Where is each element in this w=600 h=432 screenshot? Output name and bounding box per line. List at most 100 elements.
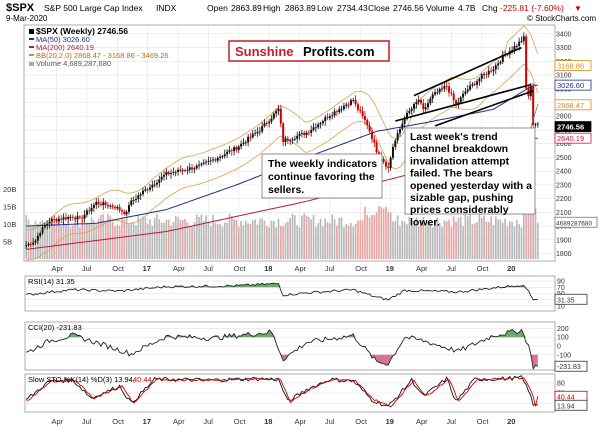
candle-body bbox=[398, 129, 401, 134]
candle-body bbox=[300, 132, 303, 134]
bottom-time-tick-label: Apr bbox=[416, 417, 428, 426]
candle-body bbox=[235, 147, 238, 150]
candle-body bbox=[525, 36, 528, 89]
candle-body bbox=[74, 217, 77, 220]
candle-body bbox=[497, 63, 500, 66]
candle-body bbox=[272, 113, 275, 119]
candle-body bbox=[480, 74, 483, 79]
volume-bar bbox=[375, 212, 378, 259]
candle-body bbox=[494, 65, 497, 70]
ohlc-close-label: Close bbox=[368, 3, 390, 13]
candle-body bbox=[305, 132, 308, 135]
price-tick-label: 2800 bbox=[556, 114, 572, 121]
legend-volume: Volume 4,689,287,680 bbox=[36, 59, 111, 68]
volume-bar bbox=[109, 216, 112, 259]
volume-bar bbox=[62, 221, 65, 259]
candle-body bbox=[303, 132, 306, 135]
panel-tick-label: 70 bbox=[557, 285, 565, 292]
candle-body bbox=[71, 216, 74, 218]
panel-tick-label: -100 bbox=[557, 352, 571, 359]
candle-body bbox=[78, 216, 81, 218]
volume-bar bbox=[513, 226, 516, 259]
volume-bar bbox=[149, 219, 151, 259]
panel-tick-label: 200 bbox=[557, 326, 569, 333]
candle-body bbox=[109, 205, 112, 207]
panel-value-tag: -231.83 bbox=[557, 364, 581, 371]
candle-body bbox=[144, 189, 147, 191]
price-tag-label: 2746.56 bbox=[557, 123, 584, 132]
candle-body bbox=[415, 101, 418, 105]
candle-body bbox=[181, 170, 184, 172]
bottom-time-tick-label: Jul bbox=[325, 417, 335, 426]
legend-swatch-price bbox=[29, 29, 34, 34]
time-tick-label: Jul bbox=[325, 264, 335, 273]
candle-body bbox=[198, 164, 201, 166]
ohlc-open: 2863.89 bbox=[231, 3, 262, 13]
volume-bar bbox=[265, 226, 268, 259]
volume-bar bbox=[441, 227, 443, 259]
candle-body bbox=[95, 202, 98, 205]
volume-bar bbox=[174, 215, 177, 259]
volume-bar bbox=[515, 220, 518, 259]
candle-body bbox=[499, 61, 502, 64]
candle-body bbox=[394, 140, 397, 147]
volume-bar bbox=[191, 225, 193, 259]
legend-swatch-ma200 bbox=[29, 46, 34, 48]
volume-bar bbox=[329, 223, 331, 259]
chg-down-arrow-icon: ▼ bbox=[574, 4, 582, 13]
ohlc-low: 2734.43 bbox=[337, 3, 368, 13]
volume-axis: 20B 15B 10B 5B bbox=[3, 185, 16, 247]
candle-body bbox=[382, 158, 385, 163]
candle-body bbox=[184, 170, 187, 172]
candle-body bbox=[515, 45, 518, 47]
volume-bar bbox=[331, 214, 334, 259]
candle-body bbox=[90, 207, 93, 212]
volume-bar bbox=[537, 222, 539, 259]
volume-bar bbox=[420, 221, 422, 259]
candle-body bbox=[473, 84, 476, 85]
candle-body bbox=[32, 242, 35, 245]
candle-body bbox=[478, 78, 481, 82]
panel-value-box bbox=[554, 399, 588, 411]
candle-body bbox=[207, 161, 210, 162]
cci-panel: 200 100 0-100 CCI(20) -231.83 -231.83 bbox=[24, 321, 588, 372]
candle-body bbox=[99, 204, 102, 206]
volume-bar bbox=[532, 201, 534, 259]
bottom-time-tick-label: Oct bbox=[234, 417, 247, 426]
time-tick-label: Jul bbox=[82, 264, 92, 273]
panel-value-tag: 31.35 bbox=[557, 297, 575, 304]
annotation-line: prices considerably bbox=[410, 204, 509, 216]
candle-body bbox=[209, 160, 212, 162]
annotation-line: invalidation attempt bbox=[410, 155, 510, 167]
candle-body bbox=[436, 92, 439, 94]
volume-bar bbox=[345, 224, 348, 259]
volume-bar bbox=[394, 221, 397, 259]
volume-bar bbox=[336, 225, 338, 259]
volume-bar bbox=[156, 214, 158, 259]
volume-bar bbox=[427, 221, 429, 259]
candle-body bbox=[391, 146, 394, 158]
annotation-line: sellers. bbox=[268, 184, 304, 196]
panel-fill-high bbox=[26, 329, 538, 338]
candle-body bbox=[111, 205, 114, 208]
volume-bar bbox=[172, 222, 175, 259]
volume-tick-label: 10B bbox=[3, 220, 16, 229]
sunshine-profits-logo: Sunshine Profits.com bbox=[228, 40, 390, 62]
candle-body bbox=[490, 70, 493, 72]
volume-bar bbox=[315, 227, 317, 259]
time-tick-label: 18 bbox=[264, 264, 272, 273]
volume-bar bbox=[305, 215, 308, 259]
candle-body bbox=[359, 109, 362, 112]
volume-bar bbox=[525, 207, 527, 259]
volume-bar bbox=[361, 220, 364, 259]
time-tick-label: 19 bbox=[386, 264, 394, 273]
candle-body bbox=[219, 156, 222, 159]
volume-bar bbox=[137, 214, 140, 259]
volume-bar bbox=[464, 213, 467, 259]
volume-bar bbox=[373, 215, 376, 259]
candle-body bbox=[431, 94, 434, 99]
volume-bar bbox=[343, 227, 345, 259]
volume-bar bbox=[195, 214, 198, 259]
